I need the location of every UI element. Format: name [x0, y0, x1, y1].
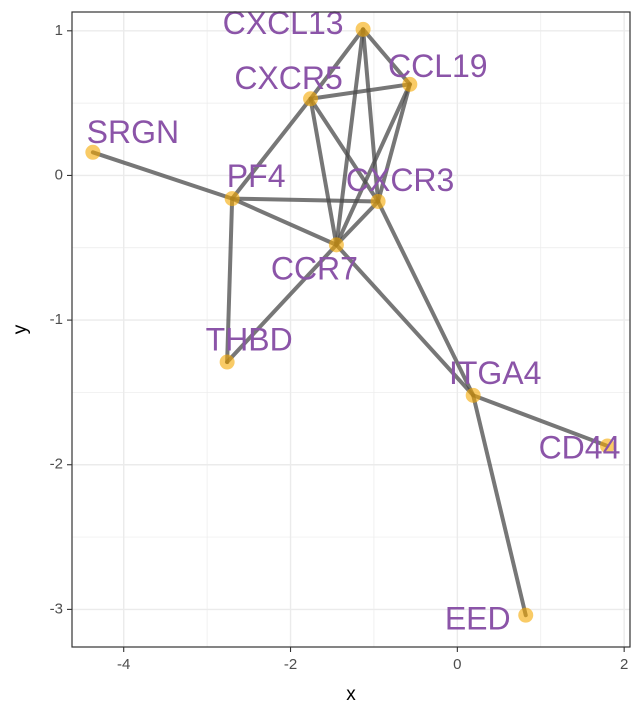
y-tick-label: -1 — [50, 311, 63, 328]
edges — [90, 27, 610, 618]
edge-cxcr3-ccr7 — [334, 199, 381, 247]
node-point-cxcl13 — [355, 21, 371, 37]
edge-ccr7-itga4 — [334, 242, 476, 398]
node-label-pf4: PF4 — [227, 158, 286, 194]
node-label-ccl19: CCL19 — [388, 48, 488, 84]
y-tick-label: -2 — [50, 456, 63, 473]
axis-ticks: -4 -2 0 2 -3 -2 -1 0 1 — [50, 22, 629, 673]
edge-pf4-cxcr3 — [230, 196, 381, 204]
nodes — [85, 21, 615, 623]
y-tick-label: 0 — [55, 166, 63, 183]
edge-ccl19-cxcr3 — [376, 82, 412, 204]
edge-itga4-eed — [471, 393, 528, 618]
node-label-cxcr5: CXCR5 — [234, 60, 342, 96]
edge-ccl19-cxcr5 — [308, 82, 412, 101]
x-tick-label: 2 — [620, 656, 628, 673]
node-label-srgn: SRGN — [87, 114, 179, 150]
y-axis-title: y — [10, 324, 31, 334]
node-point-eed — [518, 607, 534, 623]
node-point-cxcr5 — [303, 91, 319, 107]
edge-cxcr3-itga4 — [376, 199, 476, 398]
edge-itga4-cd44 — [471, 393, 610, 448]
node-point-pf4 — [224, 191, 240, 207]
node-labels: CXCL13 CCL19 CXCR5 SRGN PF4 CXCR3 CCR7 THBD ITGA… — [87, 5, 621, 637]
node-point-itga4 — [465, 387, 481, 403]
edge-pf4-thbd — [225, 196, 235, 365]
x-tick-label: -2 — [284, 656, 297, 673]
node-label-itga4: ITGA4 — [449, 355, 541, 391]
grid-lines — [72, 12, 630, 647]
node-point-ccr7 — [328, 237, 344, 253]
x-axis-title: x — [346, 684, 356, 705]
node-point-cxcr3 — [370, 193, 386, 209]
edge-cxcr5-pf4 — [230, 96, 313, 201]
node-point-ccl19 — [402, 76, 418, 92]
edge-ccl19-ccr7 — [334, 82, 412, 247]
node-label-cd44: CD44 — [539, 429, 621, 465]
edge-cxcl13-ccl19 — [361, 27, 412, 87]
edge-cxcr5-ccr7 — [308, 96, 339, 247]
edge-pf4-ccr7 — [230, 196, 339, 247]
node-label-cxcl13: CXCL13 — [223, 5, 344, 41]
node-label-thbd: THBD — [206, 321, 293, 357]
y-tick-label: -3 — [50, 600, 63, 617]
edge-cxcr5-cxcr3 — [308, 96, 381, 204]
y-tick-label: 1 — [55, 22, 63, 39]
edge-srgn-pf4 — [90, 150, 235, 201]
x-tick-label: -4 — [117, 656, 130, 673]
panel-border — [71, 11, 631, 648]
edge-cxcl13-cxcr3 — [361, 27, 381, 204]
edge-ccr7-thbd — [225, 242, 339, 365]
edge-cxcl13-ccr7 — [334, 27, 366, 247]
node-point-thbd — [219, 354, 235, 370]
x-tick-label: 0 — [453, 656, 461, 673]
node-label-eed: EED — [445, 601, 511, 637]
node-point-srgn — [85, 144, 101, 160]
edge-cxcl13-cxcr5 — [308, 27, 366, 101]
node-label-cxcr3: CXCR3 — [346, 162, 454, 198]
node-label-ccr7: CCR7 — [271, 250, 358, 286]
node-point-cd44 — [599, 438, 615, 454]
